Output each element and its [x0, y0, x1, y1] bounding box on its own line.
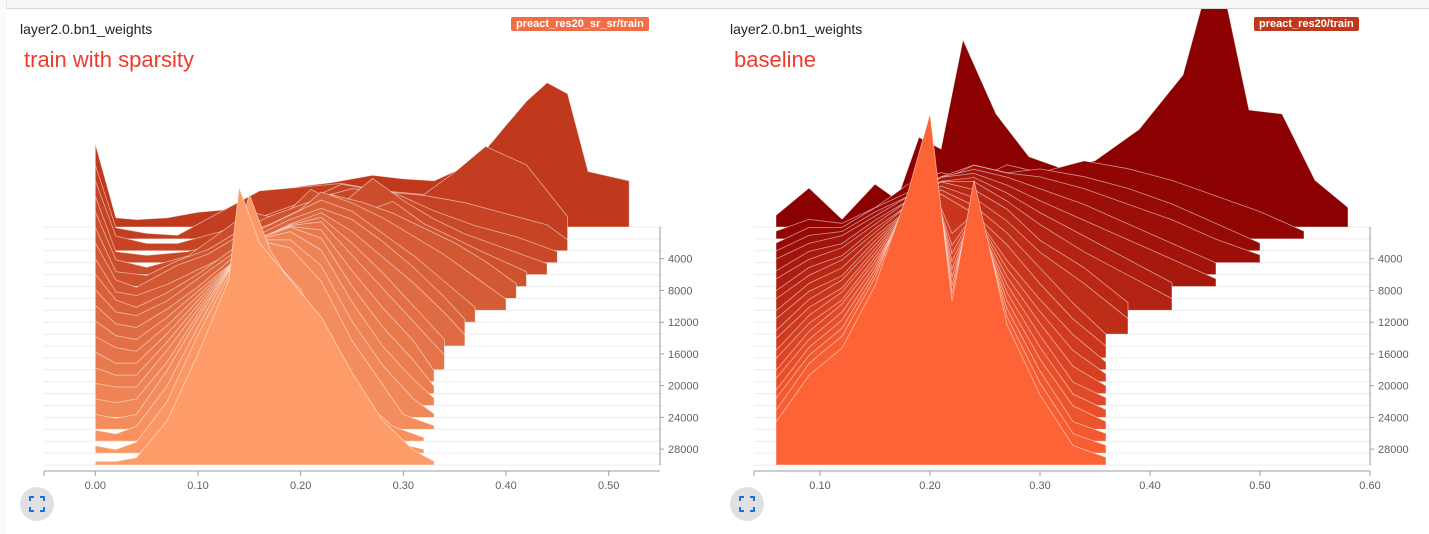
y-tick-label: 8000 — [668, 285, 692, 297]
y-tick-label: 16000 — [668, 349, 699, 361]
histogram-series — [94, 82, 630, 466]
fullscreen-button[interactable] — [20, 487, 54, 521]
card-title: layer2.0.bn1_weights — [20, 21, 153, 37]
y-tick-label: 28000 — [668, 444, 699, 456]
y-axis: 4000 8000 12000 16000 20000 24000 28000 — [1369, 227, 1409, 465]
histogram-area-step-30000 — [94, 187, 435, 466]
y-tick-label: 28000 — [1378, 444, 1409, 456]
histogram-series — [775, 9, 1349, 466]
histogram-plot: 0.00 0.10 0.20 0.30 0.40 0.50 4000 8000 12000 160… — [43, 82, 699, 492]
y-tick-label: 20000 — [668, 381, 699, 393]
x-tick-label: 0.30 — [1029, 480, 1050, 492]
x-axis: 0.00 0.10 0.20 0.30 0.40 0.50 — [43, 470, 660, 492]
annotation-label: train with sparsity — [24, 47, 194, 72]
x-tick-label: 0.10 — [187, 480, 208, 492]
fullscreen-icon — [739, 496, 755, 512]
y-tick-label: 24000 — [668, 412, 699, 424]
x-tick-label: 0.40 — [495, 480, 516, 492]
histogram-card-baseline: layer2.0.bn1_weights preact_res20/train … — [716, 9, 1429, 534]
top-toolbar-strip — [0, 0, 1429, 9]
run-badge: preact_res20/train — [1254, 17, 1359, 31]
y-tick-label: 8000 — [1378, 285, 1402, 297]
y-tick-label: 20000 — [1378, 381, 1409, 393]
y-axis: 4000 8000 12000 16000 20000 24000 28000 — [659, 227, 699, 465]
card-title: layer2.0.bn1_weights — [730, 21, 863, 37]
annotation-label: baseline — [734, 47, 816, 72]
run-badge: preact_res20_sr_sr/train — [511, 17, 649, 31]
histogram-area-step-30000 — [775, 113, 1107, 466]
fullscreen-icon — [29, 496, 45, 512]
histogram-card-sparsity: layer2.0.bn1_weights preact_res20_sr_sr/… — [6, 9, 706, 534]
y-tick-label: 16000 — [1378, 349, 1409, 361]
y-tick-label: 4000 — [1378, 254, 1402, 266]
y-tick-label: 24000 — [1378, 412, 1409, 424]
x-tick-label: 0.30 — [393, 480, 414, 492]
x-tick-label: 0.50 — [598, 480, 619, 492]
x-tick-label: 0.10 — [809, 480, 830, 492]
y-tick-label: 12000 — [1378, 317, 1409, 329]
histogram-plot: 0.10 0.20 0.30 0.40 0.50 0.60 4000 8000 12000 160… — [753, 9, 1409, 492]
x-tick-label: 0.20 — [919, 480, 940, 492]
x-tick-label: 0.40 — [1139, 480, 1160, 492]
x-tick-label: 0.00 — [85, 480, 106, 492]
y-tick-label: 12000 — [668, 317, 699, 329]
x-axis: 0.10 0.20 0.30 0.40 0.50 0.60 — [753, 470, 1381, 492]
y-tick-label: 4000 — [668, 254, 692, 266]
x-tick-label: 0.20 — [290, 480, 311, 492]
fullscreen-button[interactable] — [730, 487, 764, 521]
x-tick-label: 0.50 — [1249, 480, 1270, 492]
x-tick-label: 0.60 — [1359, 480, 1380, 492]
